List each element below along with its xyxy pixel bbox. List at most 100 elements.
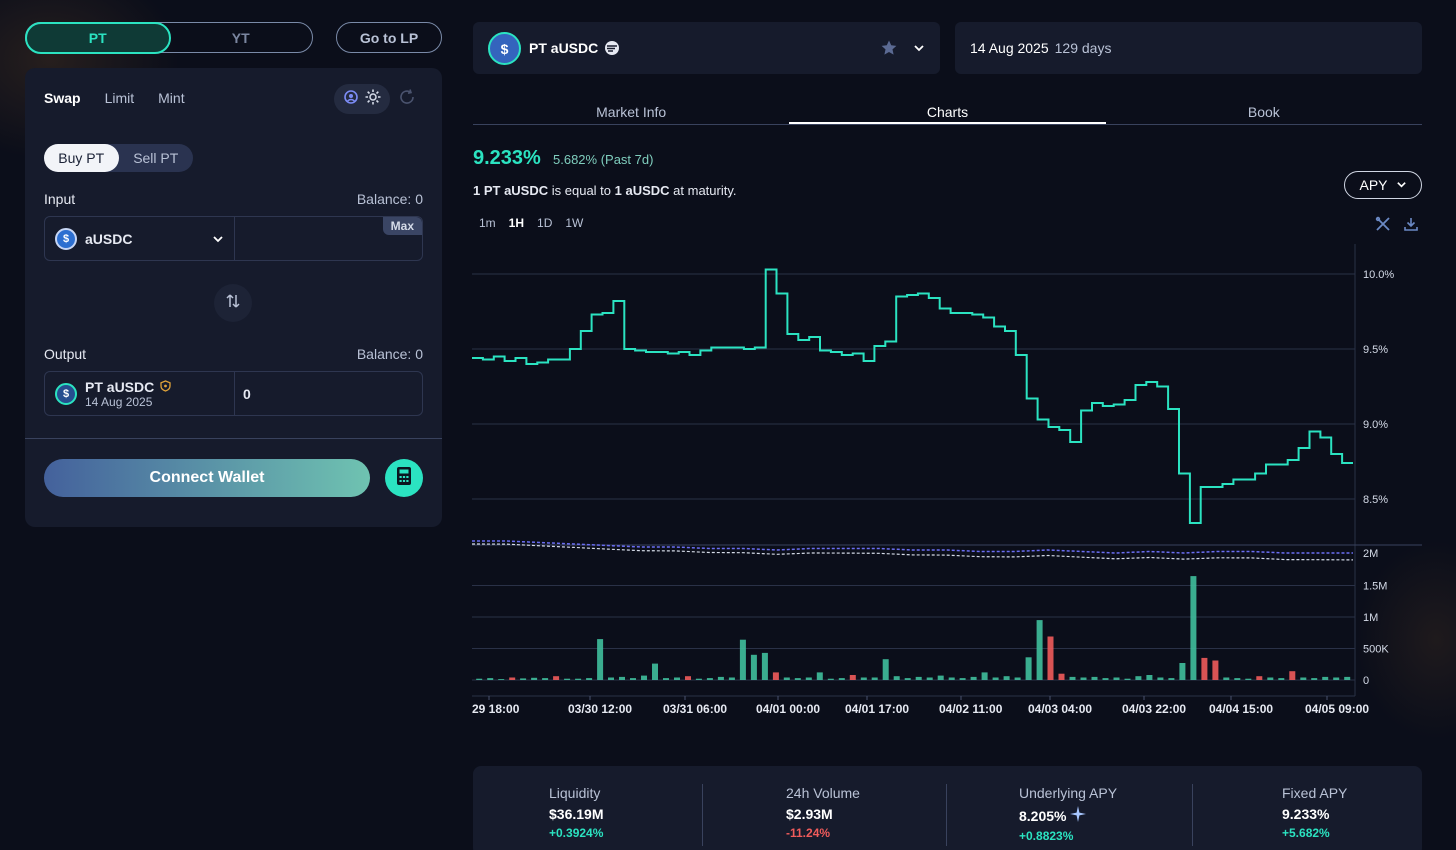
swap-arrows-icon — [224, 292, 242, 315]
volume-bar — [838, 678, 845, 680]
volume-bar — [652, 663, 658, 680]
volume-bar — [904, 678, 911, 680]
chevron-down-icon — [1396, 177, 1407, 193]
volume-bar — [1179, 663, 1186, 680]
volume-bar — [860, 677, 867, 680]
apy-volume-chart[interactable]: 10.0% 9.5% 9.0% 8.5% 2M 1.5M 1M 500K 0 29 18:00 03… — [472, 244, 1422, 724]
market-selector[interactable]: $ PT aUSDC — [473, 22, 940, 74]
volume-bar — [1113, 677, 1120, 680]
yt-tab[interactable]: YT — [231, 29, 250, 46]
volume-bar — [1135, 676, 1142, 680]
volume-bar — [630, 678, 636, 680]
interval-1w[interactable]: 1W — [565, 216, 584, 230]
apy-change: 5.682% (Past 7d) — [553, 152, 654, 167]
tab-book[interactable]: Book — [1247, 104, 1280, 120]
x-tick-label: 04/01 17:00 — [845, 702, 909, 716]
y-tick-label: 8.5% — [1363, 494, 1388, 506]
refresh-icon[interactable] — [398, 88, 418, 108]
x-tick-label: 04/04 15:00 — [1209, 702, 1273, 716]
volume-bar — [871, 677, 878, 680]
volume-bar — [1311, 678, 1318, 680]
tab-charts[interactable]: Charts — [789, 104, 1106, 124]
volume-bar — [674, 677, 680, 680]
volume-bar — [772, 672, 779, 680]
volume-bar — [1157, 677, 1164, 680]
tab-limit[interactable]: Limit — [104, 90, 135, 106]
volume-bar — [1080, 677, 1087, 680]
output-token-date: 14 Aug 2025 — [85, 394, 153, 409]
stat-liquidity: Liquidity $36.19M +0.3924% — [549, 785, 603, 840]
volume-tick-label: 1.5M — [1363, 581, 1387, 593]
divider — [25, 438, 442, 439]
swap-direction-button[interactable] — [214, 284, 252, 322]
volume-bar — [487, 678, 494, 680]
stat-value: $2.93M — [786, 806, 833, 822]
settings-gear-icon[interactable] — [364, 88, 382, 111]
swap-card: Swap Limit Mint Buy PT Sell PT Input Bal… — [25, 68, 442, 527]
connect-wallet-button[interactable]: Connect Wallet — [44, 459, 370, 497]
pt-tab[interactable]: PT — [24, 21, 171, 54]
market-tabs: Market Info Charts Book — [473, 104, 1422, 125]
buy-sell-toggle: Buy PT Sell PT — [44, 144, 193, 172]
auto-route-icon[interactable] — [343, 89, 359, 110]
sell-pt-button[interactable]: Sell PT — [133, 150, 179, 166]
stat-value: $36.19M — [549, 806, 604, 822]
volume-bar — [739, 639, 746, 680]
pt-yt-toggle: PT YT — [24, 21, 313, 54]
eq-underlying: 1 aUSDC — [614, 183, 670, 198]
volume-bar — [1069, 676, 1076, 680]
x-tick-label: 29 18:00 — [472, 702, 520, 716]
volume-bar — [827, 678, 834, 680]
volume-bar — [937, 675, 944, 680]
implied-apy-line — [472, 268, 1353, 524]
metric-dropdown[interactable]: APY — [1344, 171, 1422, 199]
volume-bar — [948, 677, 955, 680]
x-tick-label: 04/02 11:00 — [939, 702, 1003, 716]
volume-bar — [893, 676, 900, 680]
output-amount: 0 — [243, 385, 251, 402]
input-token-selector[interactable]: $ aUSDC — [45, 217, 235, 260]
volume-bar — [882, 659, 889, 680]
tools-icon[interactable] — [1375, 216, 1391, 237]
volume-bar — [1025, 657, 1032, 680]
volume-bar — [761, 652, 768, 680]
current-apy: 9.233% — [473, 147, 541, 169]
download-icon[interactable] — [1403, 216, 1419, 237]
stat-divider — [702, 784, 703, 846]
volume-bar — [1322, 676, 1329, 680]
volume-bar — [520, 678, 527, 680]
volume-bar — [575, 678, 582, 680]
x-tick-label: 04/01 00:00 — [756, 702, 820, 716]
y-tick-label: 10.0% — [1363, 269, 1394, 281]
volume-tick-label: 0 — [1363, 675, 1369, 687]
calculator-button[interactable] — [385, 459, 423, 497]
chevron-down-icon[interactable] — [913, 41, 925, 59]
volume-bar — [1212, 660, 1219, 680]
volume-bar — [564, 678, 571, 680]
interval-1m[interactable]: 1m — [479, 216, 496, 230]
volume-tick-label: 500K — [1363, 644, 1389, 656]
shield-icon — [160, 379, 171, 395]
volume-bar — [695, 678, 702, 680]
go-to-lp-button[interactable]: Go to LP — [336, 22, 442, 53]
x-tick-label: 04/03 22:00 — [1122, 702, 1186, 716]
volume-bar — [608, 677, 614, 680]
input-amount[interactable]: Max — [235, 217, 422, 260]
interval-1h[interactable]: 1H — [508, 216, 525, 230]
volume-bar — [553, 676, 560, 680]
favorite-star-icon[interactable] — [880, 39, 898, 62]
tab-mint[interactable]: Mint — [158, 90, 185, 106]
volume-bar — [476, 678, 483, 680]
volume-bar — [981, 672, 988, 680]
tab-market-info[interactable]: Market Info — [596, 104, 667, 120]
swap-tabs: Swap Limit Mint — [44, 90, 185, 106]
volume-bar — [849, 675, 856, 680]
volume-bar — [1333, 677, 1340, 680]
volume-bar — [992, 677, 999, 680]
volume-bar — [1344, 676, 1351, 680]
buy-pt-button[interactable]: Buy PT — [44, 144, 119, 172]
interval-1d[interactable]: 1D — [537, 216, 553, 230]
underlying-apy-line — [472, 540, 1353, 554]
tab-swap[interactable]: Swap — [44, 90, 81, 106]
max-button[interactable]: Max — [382, 217, 422, 235]
